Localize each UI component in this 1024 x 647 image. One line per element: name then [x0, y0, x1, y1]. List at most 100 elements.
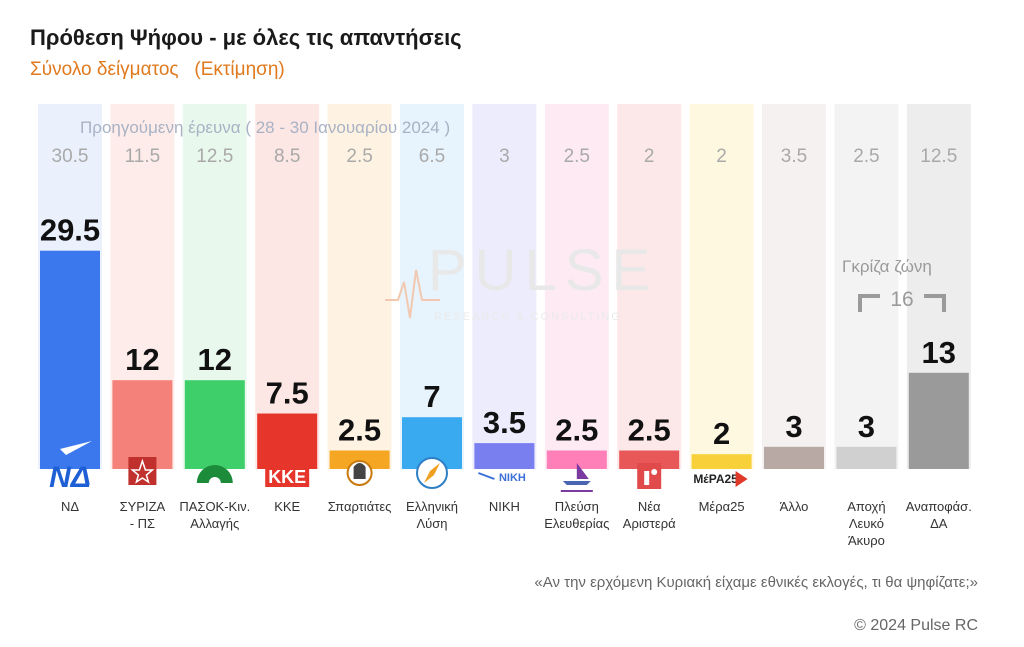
category-label: Αριστερά: [623, 516, 676, 531]
copyright: © 2024 Pulse RC: [854, 617, 978, 634]
previous-survey-label: Προηγούμενη έρευνα ( 28 - 30 Ιανουαρίου …: [80, 118, 450, 137]
chart-title: Πρόθεση Ψήφου - με όλες τις απαντήσεις: [30, 25, 462, 50]
category-label: ΠΑΣΟΚ-Κιν.: [179, 499, 250, 514]
column-bg: [400, 104, 464, 469]
value-label: 2.5: [555, 413, 598, 448]
previous-value-label: 2: [716, 146, 727, 167]
previous-value-label: 11.5: [125, 146, 161, 167]
party-logos: ΝΔ ΚΚΕ ΝΙΚΗ ΜέΡΑ25: [49, 441, 752, 494]
previous-value-label: 2.5: [346, 146, 372, 167]
value-label: 2.5: [338, 413, 381, 448]
previous-value-label: 6.5: [419, 146, 445, 167]
previous-values: 30.5 11.5 12.5 8.5 2.5 6.5 3 2.5 2 2 3.5 2.5 12.5: [52, 146, 958, 167]
chart-subtitle: Σύνολο δείγματος (Εκτίμηση): [30, 59, 285, 80]
category-label: Άλλο: [780, 499, 809, 514]
value-label: 12: [125, 342, 159, 377]
spartiates-logo: [346, 460, 373, 486]
nd-logo: ΝΔ: [49, 441, 92, 494]
bar: [619, 450, 680, 469]
value-label: 3: [858, 409, 875, 444]
category-label: Πλεύση: [555, 499, 599, 514]
bar: [112, 380, 173, 469]
category-label: Μέρα25: [699, 499, 745, 514]
value-label: 13: [922, 335, 956, 370]
column-bg: [327, 104, 392, 469]
watermark-tagline: RESEARCH & CONSULTING: [434, 311, 622, 323]
mera25-logo: ΜέΡΑ25: [693, 469, 752, 487]
bar: [836, 446, 897, 469]
gray-zone-left-bracket: [858, 294, 880, 312]
previous-value-label: 2.5: [564, 146, 590, 167]
svg-text:ΝΔ: ΝΔ: [49, 461, 91, 494]
bar: [184, 380, 245, 469]
category-label: ΝΙΚΗ: [489, 499, 520, 514]
category-label: Σπαρτιάτες: [328, 499, 392, 514]
value-label: 29.5: [40, 213, 100, 248]
category-label: Ελληνική: [406, 499, 458, 514]
column-bg: [255, 104, 320, 469]
category-label: Αλλαγής: [190, 516, 239, 531]
watermark-brand: PULSE: [428, 238, 658, 303]
column-bg: [689, 104, 754, 469]
gray-zone-label: Γκρίζα ζώνη: [842, 257, 932, 276]
column-bg: [834, 104, 899, 469]
previous-value-label: 2: [644, 146, 655, 167]
bar: [764, 446, 824, 469]
category-label: Νέα: [638, 499, 661, 514]
gray-zone-value: 16: [890, 288, 913, 311]
value-label: 3: [785, 409, 802, 444]
syriza-logo: [128, 457, 157, 485]
previous-value-label: 3: [499, 146, 510, 167]
value-label: 3.5: [483, 405, 526, 440]
bar: [257, 413, 318, 469]
previous-value-label: 12.5: [196, 146, 233, 167]
kke-logo: ΚΚΕ: [265, 461, 310, 487]
column-bg: [617, 104, 682, 469]
svg-text:ΝΙΚΗ: ΝΙΚΗ: [499, 472, 526, 484]
previous-value-label: 8.5: [274, 146, 300, 167]
value-label: 2: [713, 416, 730, 451]
category-labels: ΝΔ ΣΥΡΙΖΑ - ΠΣ ΠΑΣΟΚ-Κιν. Αλλαγής ΚΚΕ Σπαρτιάτ…: [61, 499, 972, 548]
value-label: 12: [198, 342, 232, 377]
bar: [691, 454, 752, 469]
watermark: PULSE RESEARCH & CONSULTING: [385, 238, 658, 323]
category-label: ΚΚΕ: [274, 499, 300, 514]
value-label: 2.5: [628, 413, 671, 448]
bar: [329, 450, 390, 469]
survey-question: «Αν την ερχόμενη Κυριακή είχαμε εθνικές …: [534, 574, 978, 591]
previous-value-label: 2.5: [853, 146, 879, 167]
pasok-logo: [196, 465, 233, 489]
gray-zone: Γκρίζα ζώνη 16: [842, 257, 946, 312]
previous-value-label: 12.5: [920, 146, 957, 167]
niki-logo: ΝΙΚΗ: [476, 469, 533, 484]
category-label: Λύση: [416, 516, 447, 531]
plefsi-logo: [560, 463, 593, 492]
bar: [474, 443, 535, 469]
nea-aristera-logo: [637, 463, 662, 489]
previous-value-label: 30.5: [52, 146, 89, 167]
column-bg: [762, 104, 826, 469]
bar: [546, 450, 607, 469]
category-label: - ΠΣ: [130, 516, 155, 531]
category-label: ΔΑ: [930, 516, 948, 531]
category-label: Άκυρο: [848, 533, 885, 548]
svg-text:ΚΚΕ: ΚΚΕ: [268, 467, 306, 487]
watermark-pulse-icon: [385, 269, 440, 319]
category-label: Αναποφάσ.: [906, 499, 972, 514]
bar: [908, 372, 969, 469]
value-labels: 29.5 12 12 7.5 2.5 7 3.5 2.5 2.5 2 3 3 13: [40, 213, 956, 452]
column-bg: [544, 104, 609, 469]
value-label: 7: [423, 379, 440, 414]
category-label: Λευκό: [849, 516, 884, 531]
bar: [40, 250, 100, 469]
gray-zone-right-bracket: [924, 294, 946, 312]
category-label: ΣΥΡΙΖΑ: [120, 499, 166, 514]
svg-text:ΜέΡΑ25: ΜέΡΑ25: [693, 472, 738, 486]
column-bg: [472, 104, 537, 469]
category-label: Αποχή: [847, 499, 885, 514]
category-label: ΝΔ: [61, 499, 79, 514]
previous-value-label: 3.5: [781, 146, 807, 167]
elliniki-lysi-logo: [416, 457, 448, 489]
category-label: Ελευθερίας: [544, 516, 609, 531]
